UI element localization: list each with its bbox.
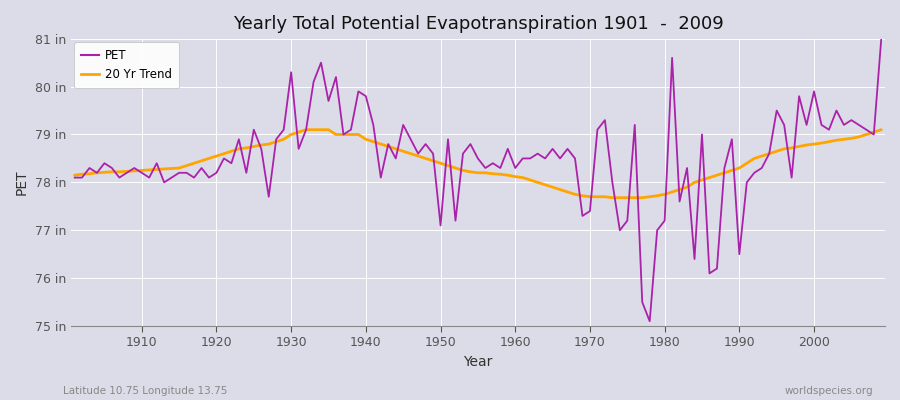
Title: Yearly Total Potential Evapotranspiration 1901  -  2009: Yearly Total Potential Evapotranspiratio… (232, 15, 724, 33)
Y-axis label: PET: PET (15, 170, 29, 195)
X-axis label: Year: Year (464, 355, 492, 369)
Legend: PET, 20 Yr Trend: PET, 20 Yr Trend (75, 42, 179, 88)
Text: Latitude 10.75 Longitude 13.75: Latitude 10.75 Longitude 13.75 (63, 386, 228, 396)
Text: worldspecies.org: worldspecies.org (785, 386, 873, 396)
